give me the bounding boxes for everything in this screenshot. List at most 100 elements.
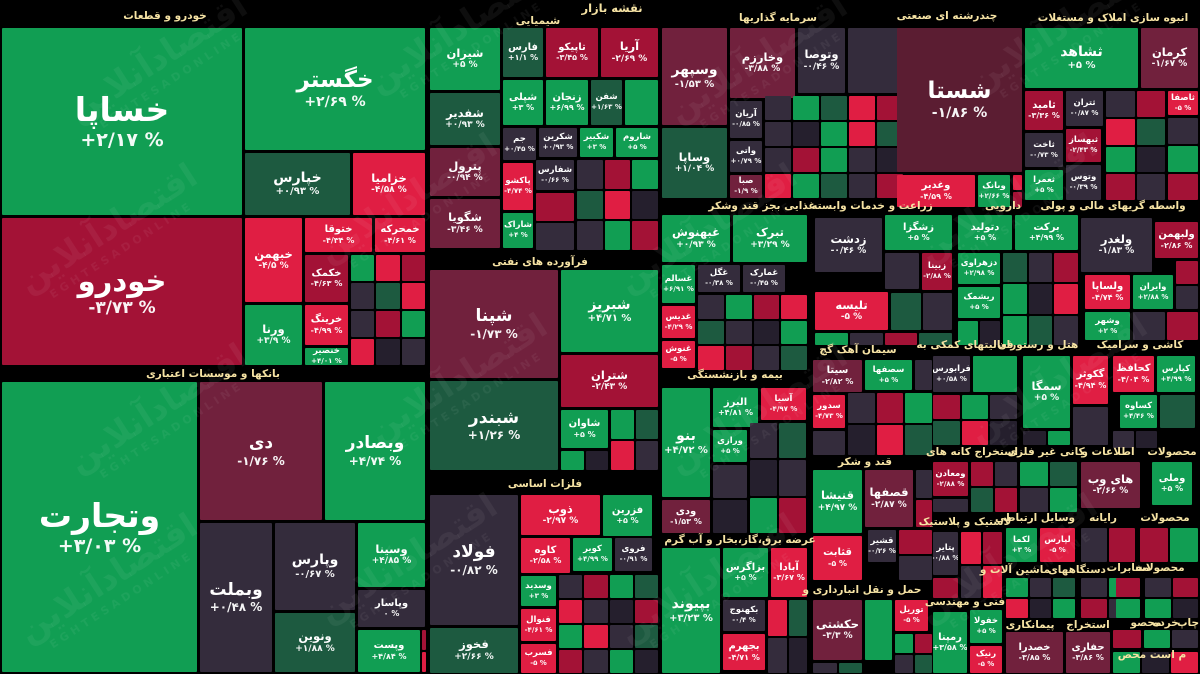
tile-وخارزم[interactable]: وخارزم -۳/۸۸ %	[730, 28, 795, 98]
filler-tile[interactable]	[980, 321, 1000, 345]
filler-tile[interactable]	[788, 600, 807, 636]
filler-tile[interactable]	[973, 356, 1017, 392]
tile-شبندر[interactable]: شبندر +۱/۲۶ %	[430, 381, 558, 470]
tile-تبرک[interactable]: تبرک +۳/۲۹ %	[733, 215, 807, 262]
filler-tile[interactable]	[1116, 599, 1140, 618]
tile-شکبیر[interactable]: شکبیر +۳ %	[580, 128, 613, 157]
tile-لپارس[interactable]: لپارس -۵ %	[1040, 528, 1075, 562]
filler-tile[interactable]	[634, 600, 658, 623]
filler-tile[interactable]	[351, 339, 375, 365]
tile-بزاگرس[interactable]: بزاگرس +۵ %	[723, 548, 768, 597]
tile-دتولید[interactable]: دتولید +۵ %	[958, 215, 1012, 250]
filler-tile[interactable]	[625, 80, 658, 125]
filler-tile[interactable]	[821, 122, 847, 146]
filler-tile[interactable]	[933, 421, 960, 445]
tile-وسینا[interactable]: وسینا +۴/۸۵ %	[358, 523, 425, 587]
tile-ولبهمن[interactable]: ولبهمن -۲/۸۶ %	[1155, 222, 1198, 258]
tile-تاپیکو[interactable]: تاپیکو -۳/۴۵ %	[546, 28, 598, 77]
filler-tile[interactable]	[698, 320, 724, 345]
filler-tile[interactable]	[990, 421, 1017, 445]
filler-tile[interactable]	[753, 346, 780, 370]
tile-صبا[interactable]: صبا -۱/۹ %	[730, 175, 762, 198]
filler-tile[interactable]	[793, 148, 819, 172]
filler-tile[interactable]	[634, 575, 658, 598]
tile-وپاسار[interactable]: وپاسار ۰ %	[358, 590, 425, 627]
filler-tile[interactable]	[1053, 578, 1075, 597]
filler-tile[interactable]	[632, 190, 658, 220]
tile-زنجان[interactable]: زنجان +۶/۹۹ %	[546, 80, 588, 125]
filler-tile[interactable]	[781, 346, 807, 370]
filler-tile[interactable]	[1049, 462, 1077, 486]
filler-tile[interactable]	[1140, 528, 1168, 562]
tile-آسیا[interactable]: آسیا -۴/۹۷ %	[761, 388, 806, 420]
filler-tile[interactable]	[634, 625, 658, 648]
tile-کساوه[interactable]: کساوه +۴/۴۶ %	[1120, 395, 1157, 428]
filler-tile[interactable]	[1003, 284, 1027, 314]
filler-tile[interactable]	[958, 321, 978, 345]
tile-فسرب[interactable]: فسرب -۵ %	[521, 644, 556, 673]
filler-tile[interactable]	[1029, 578, 1052, 597]
tile-شفدیر[interactable]: شفدیر +۰/۹۳ %	[430, 93, 500, 145]
filler-tile[interactable]	[849, 174, 875, 198]
tile-وتجارت[interactable]: وتجارت +۳/۰۳ %	[2, 382, 197, 672]
tile-رنیک[interactable]: رنیک -۵ %	[970, 646, 1002, 673]
tile-کاوه[interactable]: کاوه -۲/۵۸ %	[521, 538, 570, 573]
tile-قنیشا[interactable]: قنیشا +۴/۹۷ %	[813, 470, 862, 533]
filler-tile[interactable]	[611, 410, 634, 439]
filler-tile[interactable]	[1020, 488, 1048, 512]
filler-tile[interactable]	[536, 222, 574, 250]
tile-شاوان[interactable]: شاوان +۵ %	[561, 410, 608, 448]
filler-tile[interactable]	[891, 293, 921, 330]
filler-tile[interactable]	[915, 360, 932, 390]
tile-غدیس[interactable]: غدیس -۴/۲۹ %	[662, 306, 695, 338]
tile-ثتران[interactable]: ثتران -۰/۸۷ %	[1066, 91, 1103, 126]
tile-غگل[interactable]: غگل -۰/۳۸ %	[698, 265, 740, 292]
filler-tile[interactable]	[577, 221, 603, 250]
filler-tile[interactable]	[1106, 174, 1135, 200]
tile-ورازی[interactable]: ورازی +۵ %	[713, 430, 747, 462]
tile-حفاری[interactable]: حفاری -۳/۸۶ %	[1066, 632, 1110, 673]
tile-ومعادن[interactable]: ومعادن -۲/۸۸ %	[933, 462, 968, 496]
tile-فرابورس[interactable]: فرابورس +۰/۵۸ %	[933, 356, 970, 392]
filler-tile[interactable]	[585, 451, 608, 470]
filler-tile[interactable]	[604, 190, 631, 220]
filler-tile[interactable]	[1006, 578, 1028, 597]
tile-وسدید[interactable]: وسدید +۳ %	[521, 576, 556, 606]
filler-tile[interactable]	[933, 578, 958, 598]
filler-tile[interactable]	[961, 566, 981, 598]
filler-tile[interactable]	[609, 575, 633, 598]
tile-شتران[interactable]: شتران -۲/۴۳ %	[561, 355, 658, 407]
tile-خودرو[interactable]: خودرو -۳/۷۳ %	[2, 218, 242, 365]
filler-tile[interactable]	[779, 460, 806, 496]
filler-tile[interactable]	[1113, 630, 1141, 648]
tile-خرینگ[interactable]: خرینگ -۴/۹۹ %	[305, 305, 348, 345]
tile-واتی[interactable]: واتی +۰/۷۹ %	[730, 141, 762, 172]
tile-شپنا[interactable]: شپنا -۱/۷۳ %	[430, 270, 558, 378]
filler-tile[interactable]	[1176, 261, 1198, 284]
filler-tile[interactable]	[376, 339, 400, 365]
filler-tile[interactable]	[821, 174, 847, 198]
filler-tile[interactable]	[905, 393, 932, 423]
tile-شاروم[interactable]: شاروم +۵ %	[616, 128, 658, 157]
filler-tile[interactable]	[698, 346, 724, 370]
tile-فخوز[interactable]: فخوز +۲/۶۶ %	[430, 628, 518, 673]
filler-tile[interactable]	[779, 497, 806, 533]
filler-tile[interactable]	[1113, 431, 1134, 448]
tile-آریان[interactable]: آریان -۰/۸۵ %	[730, 101, 762, 138]
filler-tile[interactable]	[876, 393, 904, 423]
filler-tile[interactable]	[1136, 431, 1157, 448]
tile-شستا[interactable]: شستا -۱/۸۶ %	[897, 28, 1022, 172]
filler-tile[interactable]	[1054, 315, 1078, 345]
tile-شفن[interactable]: شفن +۱/۶۳ %	[591, 80, 622, 125]
tile-جم[interactable]: جم +۰/۴۵ %	[503, 128, 536, 160]
filler-tile[interactable]	[1003, 315, 1027, 345]
tile-لکما[interactable]: لکما +۳ %	[1006, 528, 1037, 562]
tile-وساپا[interactable]: وساپا +۱/۰۴ %	[662, 128, 727, 198]
tile-بجهرم[interactable]: بجهرم -۴/۷۱ %	[723, 634, 765, 670]
tile-ثامید[interactable]: ثامید -۳/۳۶ %	[1025, 91, 1063, 130]
filler-tile[interactable]	[559, 650, 583, 673]
filler-tile[interactable]	[1136, 118, 1165, 145]
tile-زبینا[interactable]: زبینا -۲/۸۸ %	[922, 253, 952, 290]
tile-وسپهر[interactable]: وسپهر -۱/۵۳ %	[662, 28, 727, 125]
filler-tile[interactable]	[713, 465, 747, 498]
